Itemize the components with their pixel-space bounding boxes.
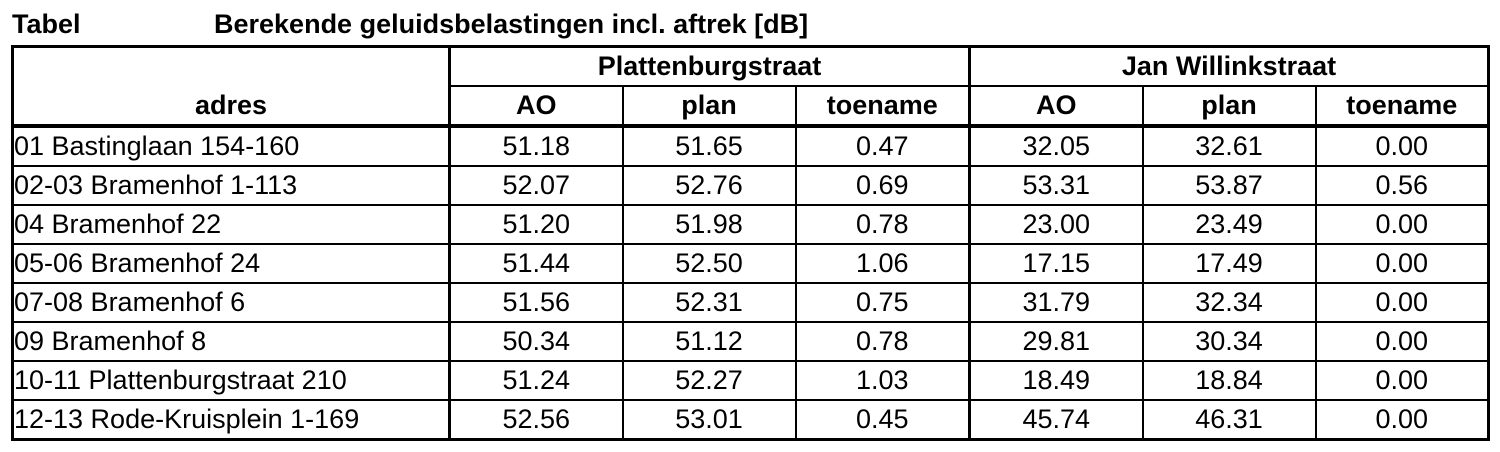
cell-toename-plattenburgstraat: 0.69 (795, 166, 971, 206)
cell-plan-plattenburgstraat: 52.76 (622, 166, 797, 206)
noise-table: adres Plattenburgstraat Jan Willinkstraa… (11, 45, 1491, 441)
cell-ao-jan-willinkstraat: 23.00 (969, 205, 1144, 245)
cell-toename-plattenburgstraat: 0.75 (795, 283, 971, 323)
cell-toename-jan-willinkstraat: 0.00 (1315, 400, 1491, 441)
cell-ao-plattenburgstraat: 51.20 (449, 205, 624, 245)
cell-adres: 09 Bramenhof 8 (11, 322, 451, 362)
cell-ao-jan-willinkstraat: 53.31 (969, 166, 1144, 206)
cell-ao-plattenburgstraat: 51.44 (449, 244, 624, 284)
column-header-toename-jan-willinkstraat: toename (1315, 86, 1491, 128)
cell-adres: 05-06 Bramenhof 24 (11, 244, 451, 284)
cell-plan-plattenburgstraat: 52.31 (622, 283, 797, 323)
cell-adres: 04 Bramenhof 22 (11, 205, 451, 245)
cell-toename-jan-willinkstraat: 0.56 (1315, 166, 1491, 206)
cell-toename-jan-willinkstraat: 0.00 (1315, 205, 1491, 245)
cell-ao-jan-willinkstraat: 32.05 (969, 126, 1144, 167)
table-header: adres Plattenburgstraat Jan Willinkstraa… (11, 45, 1491, 128)
cell-adres: 02-03 Bramenhof 1-113 (11, 166, 451, 206)
cell-ao-plattenburgstraat: 50.34 (449, 322, 624, 362)
cell-toename-plattenburgstraat: 0.45 (795, 400, 971, 441)
column-header-ao-plattenburgstraat: AO (449, 86, 624, 128)
cell-ao-jan-willinkstraat: 31.79 (969, 283, 1144, 323)
cell-toename-jan-willinkstraat: 0.00 (1315, 361, 1491, 401)
table-row: 02-03 Bramenhof 1-113 52.07 52.76 0.69 53.31… (11, 166, 1491, 206)
cell-ao-plattenburgstraat: 51.56 (449, 283, 624, 323)
cell-plan-plattenburgstraat: 52.27 (622, 361, 797, 401)
cell-toename-plattenburgstraat: 0.78 (795, 205, 971, 245)
table-title: Berekende geluidsbelastingen incl. aftre… (214, 9, 809, 39)
table-row: 09 Bramenhof 8 50.34 51.12 0.78 29.81 30.34 0.… (11, 322, 1491, 362)
cell-ao-jan-willinkstraat: 29.81 (969, 322, 1144, 362)
column-header-plan-plattenburgstraat: plan (622, 86, 797, 128)
cell-plan-jan-willinkstraat: 32.61 (1142, 126, 1317, 167)
cell-ao-jan-willinkstraat: 17.15 (969, 244, 1144, 284)
column-header-adres: adres (11, 45, 451, 128)
header-row-groups: adres Plattenburgstraat Jan Willinkstraa… (11, 45, 1491, 128)
cell-toename-plattenburgstraat: 0.47 (795, 126, 971, 167)
header-row-sub: AO plan toename AO plan toename (13, 86, 1491, 128)
table-label: Tabel (12, 9, 81, 39)
column-header-ao-jan-willinkstraat: AO (969, 86, 1144, 128)
table-row: 01 Bastinglaan 154-160 51.18 51.65 0.47 32.0… (11, 126, 1491, 167)
cell-ao-plattenburgstraat: 52.56 (449, 400, 624, 441)
cell-toename-jan-willinkstraat: 0.00 (1315, 244, 1491, 284)
cell-ao-jan-willinkstraat: 45.74 (969, 400, 1144, 441)
cell-adres: 12-13 Rode-Kruisplein 1-169 (11, 400, 451, 441)
cell-ao-plattenburgstraat: 51.18 (449, 126, 624, 167)
cell-toename-plattenburgstraat: 1.03 (795, 361, 971, 401)
cell-plan-jan-willinkstraat: 46.31 (1142, 400, 1317, 441)
cell-plan-plattenburgstraat: 51.12 (622, 322, 797, 362)
cell-plan-plattenburgstraat: 52.50 (622, 244, 797, 284)
table-row: 04 Bramenhof 22 51.20 51.98 0.78 23.00 23.49 0… (11, 205, 1491, 245)
cell-toename-plattenburgstraat: 0.78 (795, 322, 971, 362)
cell-toename-jan-willinkstraat: 0.00 (1315, 126, 1491, 167)
cell-plan-jan-willinkstraat: 32.34 (1142, 283, 1317, 323)
table-row: 07-08 Bramenhof 6 51.56 52.31 0.75 31.79 32.3… (11, 283, 1491, 323)
column-header-plan-jan-willinkstraat: plan (1142, 86, 1317, 128)
cell-plan-plattenburgstraat: 51.65 (622, 126, 797, 167)
cell-toename-jan-willinkstraat: 0.00 (1315, 283, 1491, 323)
cell-adres: 07-08 Bramenhof 6 (11, 283, 451, 323)
cell-plan-jan-willinkstraat: 17.49 (1142, 244, 1317, 284)
group-header-jan-willinkstraat: Jan Willinkstraat (969, 45, 1491, 87)
table-row: 05-06 Bramenhof 24 51.44 52.50 1.06 17.15 17.… (11, 244, 1491, 284)
cell-toename-plattenburgstraat: 1.06 (795, 244, 971, 284)
cell-ao-jan-willinkstraat: 18.49 (969, 361, 1144, 401)
cell-adres: 10-11 Plattenburgstraat 210 (11, 361, 451, 401)
cell-adres: 01 Bastinglaan 154-160 (11, 126, 451, 167)
cell-plan-plattenburgstraat: 53.01 (622, 400, 797, 441)
cell-plan-plattenburgstraat: 51.98 (622, 205, 797, 245)
table-row: 10-11 Plattenburgstraat 210 51.24 52.27 1.0… (11, 361, 1491, 401)
cell-toename-jan-willinkstraat: 0.00 (1315, 322, 1491, 362)
cell-plan-jan-willinkstraat: 23.49 (1142, 205, 1317, 245)
table-body: 01 Bastinglaan 154-160 51.18 51.65 0.47 32.0… (11, 126, 1491, 441)
table-row: 12-13 Rode-Kruisplein 1-169 52.56 53.01 0.4… (11, 400, 1491, 441)
cell-ao-plattenburgstraat: 52.07 (449, 166, 624, 206)
cell-plan-jan-willinkstraat: 30.34 (1142, 322, 1317, 362)
cell-plan-jan-willinkstraat: 18.84 (1142, 361, 1317, 401)
group-header-plattenburgstraat: Plattenburgstraat (449, 45, 971, 87)
column-header-toename-plattenburgstraat: toename (795, 86, 971, 128)
cell-ao-plattenburgstraat: 51.24 (449, 361, 624, 401)
cell-plan-jan-willinkstraat: 53.87 (1142, 166, 1317, 206)
